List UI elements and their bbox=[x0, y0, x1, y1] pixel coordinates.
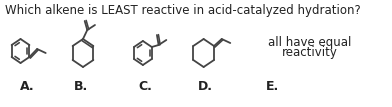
Text: A.: A. bbox=[20, 80, 35, 93]
Text: C.: C. bbox=[138, 80, 152, 93]
Text: all have equal: all have equal bbox=[268, 36, 351, 48]
Text: reactivity: reactivity bbox=[282, 45, 338, 59]
Text: B.: B. bbox=[74, 80, 89, 93]
Text: D.: D. bbox=[198, 80, 213, 93]
Text: Which alkene is LEAST reactive in acid-catalyzed hydration?: Which alkene is LEAST reactive in acid-c… bbox=[5, 4, 361, 17]
Text: E.: E. bbox=[265, 80, 279, 93]
